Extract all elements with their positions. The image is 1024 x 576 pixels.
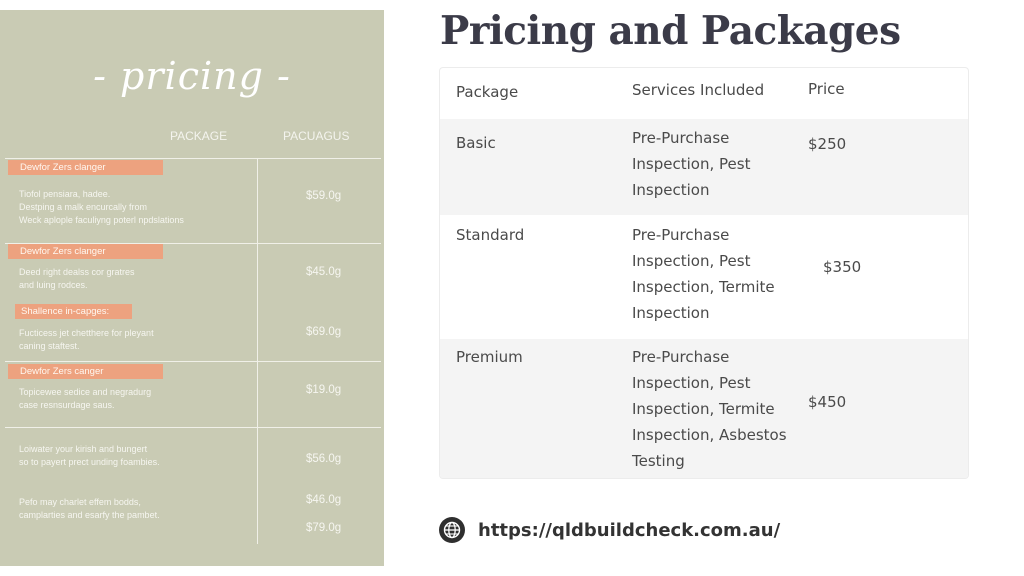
globe-icon (439, 517, 465, 543)
menu-item-price: $56.0g (306, 453, 342, 465)
row-package: Premium (456, 348, 523, 366)
menu-item-desc: Tiofol pensiara, hadee. Destping a malk … (19, 189, 184, 225)
menu-item-desc: Pefo may charlet effem bodds, camplartie… (19, 497, 160, 520)
menu-column-divider (257, 158, 258, 544)
row-package: Basic (456, 134, 496, 152)
header-services: Services Included (632, 81, 765, 99)
menu-item-price: $69.0g (306, 326, 342, 338)
menu-tag: Dewfor Zers canger (8, 364, 163, 379)
menu-item-desc: Deed right dealss cor gratres and luing … (19, 267, 135, 290)
menu-item-price: $45.0g (306, 266, 342, 278)
menu-item-desc: Fucticess jet chetthere for pleyant cani… (19, 328, 154, 351)
menu-item-desc: Topicewee sedice and negradurg case resn… (19, 387, 152, 410)
row-price: $350 (823, 258, 862, 276)
row-package: Standard (456, 226, 525, 244)
table-row: Standard Pre-Purchase Inspection, Pest I… (440, 215, 968, 339)
pricing-menu-image: - pricing - PACKAGE PACUAGUS Dewfor Zers… (0, 10, 384, 566)
menu-divider (5, 361, 381, 362)
menu-tag: Dewfor Zers clanger (8, 244, 163, 259)
menu-item-price: $46.0g (306, 494, 342, 506)
table-header-row: Package Services Included Price (440, 68, 968, 119)
header-package: Package (456, 83, 519, 101)
menu-item-price: $19.0g (306, 384, 342, 396)
row-price: $450 (808, 393, 847, 411)
table-row: Premium Pre-Purchase Inspection, Pest In… (440, 339, 968, 478)
row-services: Pre-Purchase Inspection, Pest Inspection… (632, 226, 775, 322)
row-services: Pre-Purchase Inspection, Pest Inspection (632, 129, 751, 199)
menu-divider (5, 243, 381, 244)
website-footer: https://qldbuildcheck.com.au/ (439, 517, 780, 543)
header-price: Price (808, 80, 845, 98)
website-link[interactable]: https://qldbuildcheck.com.au/ (478, 519, 781, 541)
table-row: Basic Pre-Purchase Inspection, Pest Insp… (440, 119, 968, 215)
menu-col-price: PACUAGUS (283, 129, 350, 143)
menu-divider (5, 158, 381, 159)
pricing-table: Package Services Included Price Basic Pr… (439, 67, 969, 479)
menu-tag: Dewfor Zers clanger (8, 160, 163, 175)
row-services: Pre-Purchase Inspection, Pest Inspection… (632, 348, 787, 470)
page-title: Pricing and Packages (440, 8, 901, 54)
menu-item-price: $79.0g (306, 522, 342, 534)
menu-item-price: $59.0g (306, 190, 342, 202)
row-price: $250 (808, 135, 847, 153)
menu-divider (5, 427, 381, 428)
menu-title: - pricing - (93, 54, 291, 98)
menu-col-package: PACKAGE (170, 129, 228, 143)
menu-tag: Shallence in-capges: (15, 304, 132, 319)
menu-item-desc: Loiwater your kirish and bungert so to p… (19, 444, 160, 467)
